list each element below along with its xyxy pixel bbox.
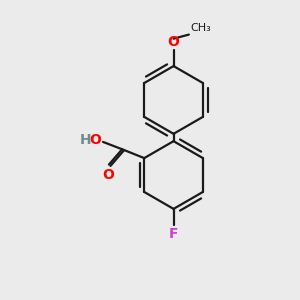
Text: H: H	[80, 134, 91, 147]
Text: F: F	[169, 226, 178, 241]
Text: CH₃: CH₃	[190, 23, 211, 33]
Text: O: O	[89, 134, 101, 147]
Text: O: O	[102, 168, 114, 182]
Text: O: O	[168, 35, 179, 49]
